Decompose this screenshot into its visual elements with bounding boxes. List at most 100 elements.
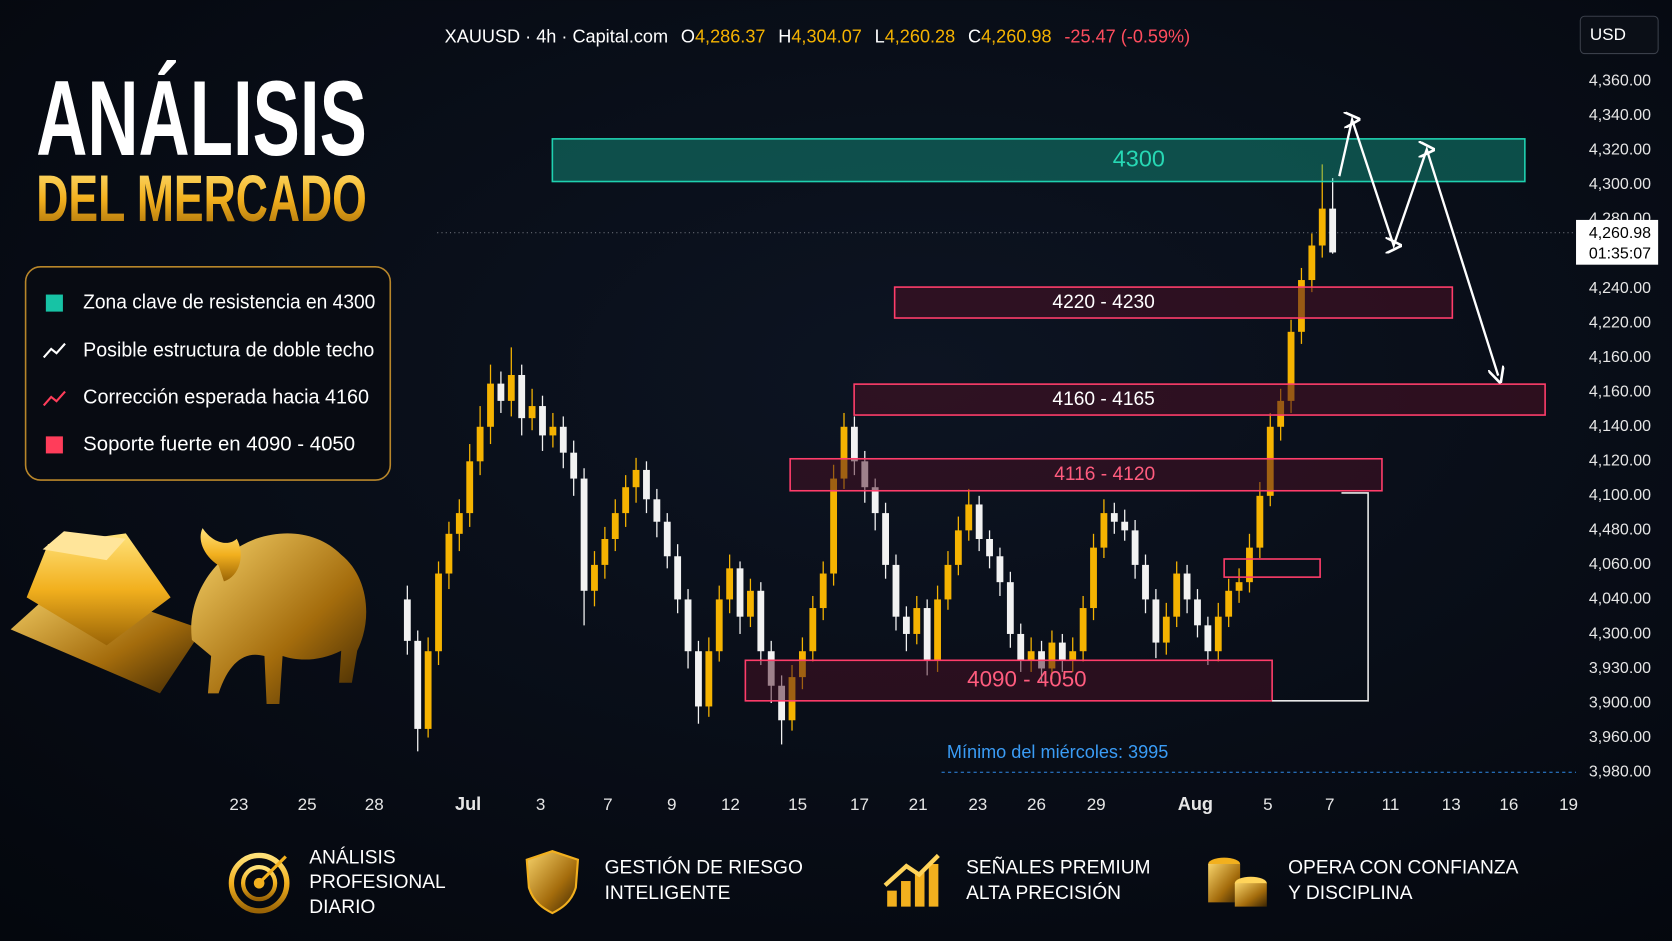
zone [853,383,1546,416]
candle-body [850,426,858,462]
candle-body [1204,625,1212,652]
zone [893,286,1454,319]
date-label: 3 [536,795,545,814]
date-label: 17 [850,795,869,814]
date-label: 19 [1559,795,1578,814]
candle-body [1235,582,1243,591]
candle-body [830,478,838,574]
ohlc-key: C [968,26,981,46]
support-zone [744,659,1273,702]
candle-body [591,564,598,591]
date-label: 11 [1382,795,1400,814]
candle-body [622,487,630,514]
title-line-2: DEL MERCADO [36,162,367,236]
price-label: 4,060.00 [1589,556,1651,573]
legend-text: Posible estructura de doble techo [83,339,374,361]
price-label: 4,040.00 [1589,591,1651,608]
projection-arrow [1338,120,1498,376]
legend-text: Soporte fuerte en 4090 - 4050 [83,433,355,455]
gold-illustration [10,528,367,705]
candle-body [871,487,879,514]
price-label: 4,160.00 [1589,349,1651,366]
candle-body [414,640,422,729]
price-label: 3,900.00 [1589,694,1651,711]
candle-body [1058,642,1066,660]
ohlc-value: 4,286.37 [695,26,766,46]
candle-body [570,452,578,479]
candle-body [1214,616,1222,652]
candle-body [507,374,515,401]
currency-box[interactable] [1579,15,1659,55]
zone-label: 4160 - 4165 [1052,389,1154,410]
candle-body [643,469,650,500]
ohlc-value: 4,260.98 [981,26,1052,46]
candle-body [653,499,661,522]
candle-body [892,564,900,617]
candle-body [715,599,723,652]
candle-body [819,573,827,609]
currency: USD [1590,25,1626,44]
footer-icons [228,850,1267,915]
candle-body [902,616,910,634]
candle-body [435,573,442,652]
footer-text: PROFESIONAL [309,872,446,893]
zone-label: 4116 - 4120 [1054,464,1155,485]
candle-body [705,651,713,707]
candle-body [996,556,1004,583]
candle-body [778,685,786,721]
footer-text: ANÁLISIS [309,848,395,869]
date-label: 15 [788,795,807,814]
price-label: 4,140.00 [1589,418,1651,435]
candle-body [944,564,952,600]
footer-text: OPERA CON CONFIANZA [1288,857,1518,878]
zone-label: 4220 - 4230 [1052,292,1154,313]
footer-text: SEÑALES PREMIUM [966,856,1150,878]
candle-body [1152,599,1160,643]
candle-body [403,599,411,641]
range-bracket [1272,492,1369,702]
price-change: -25.47 (-0.59%) [1064,26,1190,46]
candle-body [528,406,536,419]
footer-text: GESTIÓN DE RIESGO [605,856,803,878]
legend-icon [45,294,63,312]
price-label: 4,340.00 [1589,107,1651,124]
candle-body [913,608,921,634]
candle-body [747,590,754,617]
price-label: 4,300.00 [1589,176,1651,193]
date-label: 28 [365,795,384,814]
legend-box [24,266,392,481]
candle-body [487,383,494,427]
candle-body [684,599,692,652]
date-label: Jul [455,794,481,814]
candle-body [1006,582,1014,634]
candle-body [445,533,453,574]
price-label: 3,960.00 [1589,729,1651,746]
candle-body [986,538,993,557]
date-label: 26 [1027,795,1046,814]
candle-body [1048,642,1056,669]
candle-body [674,556,682,600]
price-label: 4,320.00 [1589,142,1651,159]
date-label: 9 [667,795,676,814]
date-label: 29 [1087,795,1106,814]
legend-icon [45,436,63,454]
candle-body [580,478,588,591]
candle-body [757,590,765,652]
candle-body [1225,590,1233,617]
zone [789,457,1383,492]
candle-body [539,406,546,436]
resistance-zone [551,138,1526,183]
candle-body [923,608,931,660]
date-axis: 23 25 28 Jul 3 7 9 12 15 17 21 23 26 29 Aug 5 7 11 13 16 19 [229,794,1578,814]
countdown: 01:35:07 [1589,245,1651,262]
candle-body [424,651,432,729]
symbol-header: XAUUSD · 4h · Capital.com O4,286.37 H4,304… [445,26,1191,46]
candle-body [975,504,983,539]
footer-text: Y DISCIPLINA [1288,883,1413,904]
legend-icon [42,390,66,407]
footer-text: ALTA PRECISIÓN [966,882,1121,904]
title-line-1: ANÁLISIS [36,58,367,178]
ohlc-value: 4,260.28 [885,26,956,46]
